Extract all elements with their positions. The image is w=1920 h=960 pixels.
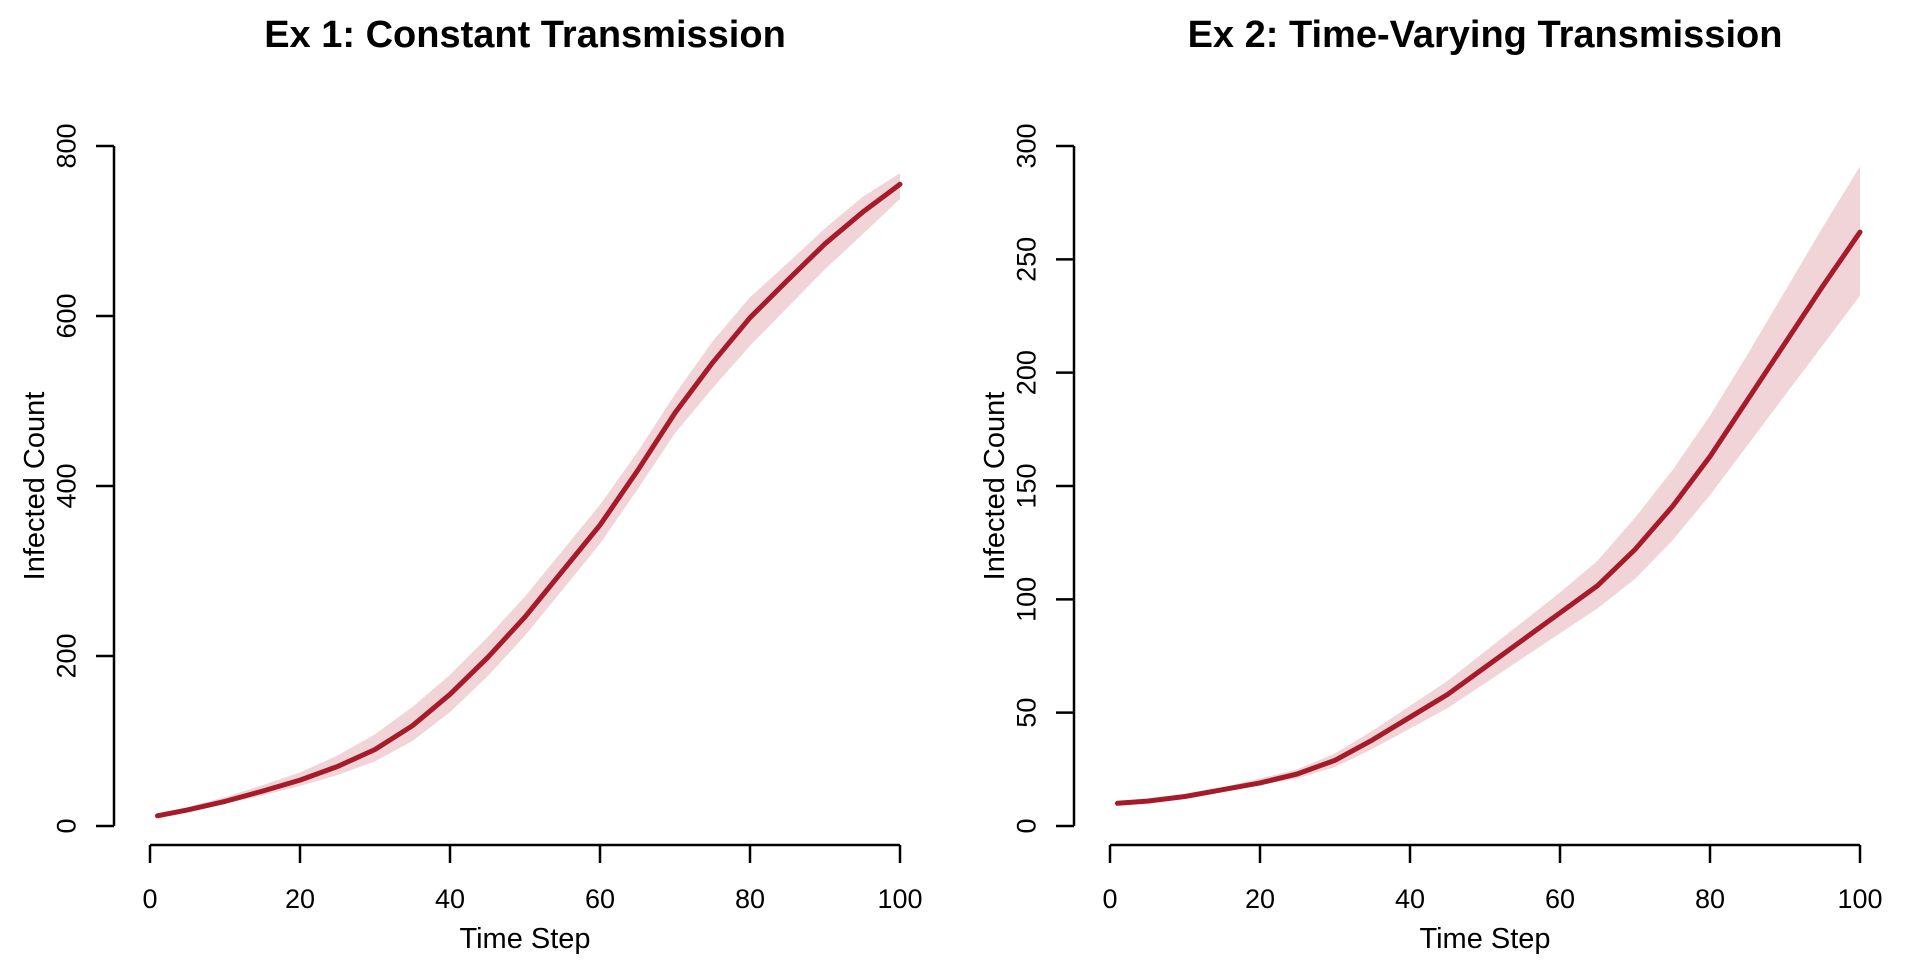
y-axis-tick-label: 0 [51, 818, 81, 833]
panel-ex1-plot: 0 200 400 600 800 0 20 40 60 80 100 Time Step Infect… [19, 123, 922, 955]
panel-ex1: Ex 1: Constant Transmission 0 200 400 600 80… [19, 14, 922, 955]
x-axis-tick-label: 60 [585, 884, 615, 914]
x-axis-label: Time Step [1419, 923, 1550, 955]
x-axis-tick-label: 60 [1545, 884, 1575, 914]
x-axis-tick-label: 80 [735, 884, 765, 914]
y-axis-tick-label: 50 [1011, 698, 1041, 728]
x-axis-tick-label: 20 [285, 884, 315, 914]
mean-line [1115, 229, 1863, 806]
x-axis-tick-label: 0 [142, 884, 157, 914]
panel-ex1-title: Ex 1: Constant Transmission [264, 14, 786, 56]
x-axis-label: Time Step [459, 923, 590, 955]
x-axis-tick-label: 80 [1695, 884, 1725, 914]
y-axis-tick-label: 100 [1011, 577, 1041, 622]
x-axis-tick-label: 100 [1837, 884, 1882, 914]
confidence-band [157, 173, 900, 817]
y-axis-label: Infected Count [979, 392, 1011, 581]
x-axis-tick-label: 20 [1245, 884, 1275, 914]
x-axis-tick-label: 40 [1395, 884, 1425, 914]
y-axis-tick-label: 400 [51, 463, 81, 508]
y-axis-tick-label: 150 [1011, 463, 1041, 508]
x-axis-tick-label: 0 [1102, 884, 1117, 914]
y-axis-tick-label: 600 [51, 293, 81, 338]
y-axis-tick-label: 800 [51, 123, 81, 168]
y-axis-tick-label: 200 [1011, 350, 1041, 395]
confidence-band [1117, 166, 1860, 806]
x-axis-tick-label: 100 [877, 884, 922, 914]
panel-ex2-title: Ex 2: Time-Varying Transmission [1187, 14, 1783, 56]
y-axis-tick-label: 0 [1011, 818, 1041, 833]
y-axis-tick-label: 250 [1011, 237, 1041, 282]
y-axis-tick-label: 300 [1011, 123, 1041, 168]
mean-line [155, 181, 903, 819]
panel-ex2-plot: 0 50 100 150 200 250 300 0 20 40 60 80 100 Time Step I… [979, 123, 1882, 955]
y-axis-tick-label: 200 [51, 633, 81, 678]
panel-ex2: Ex 2: Time-Varying Transmission 0 50 100 15… [960, 0, 1920, 960]
y-axis-label: Infected Count [19, 392, 51, 581]
x-axis-tick-label: 40 [435, 884, 465, 914]
